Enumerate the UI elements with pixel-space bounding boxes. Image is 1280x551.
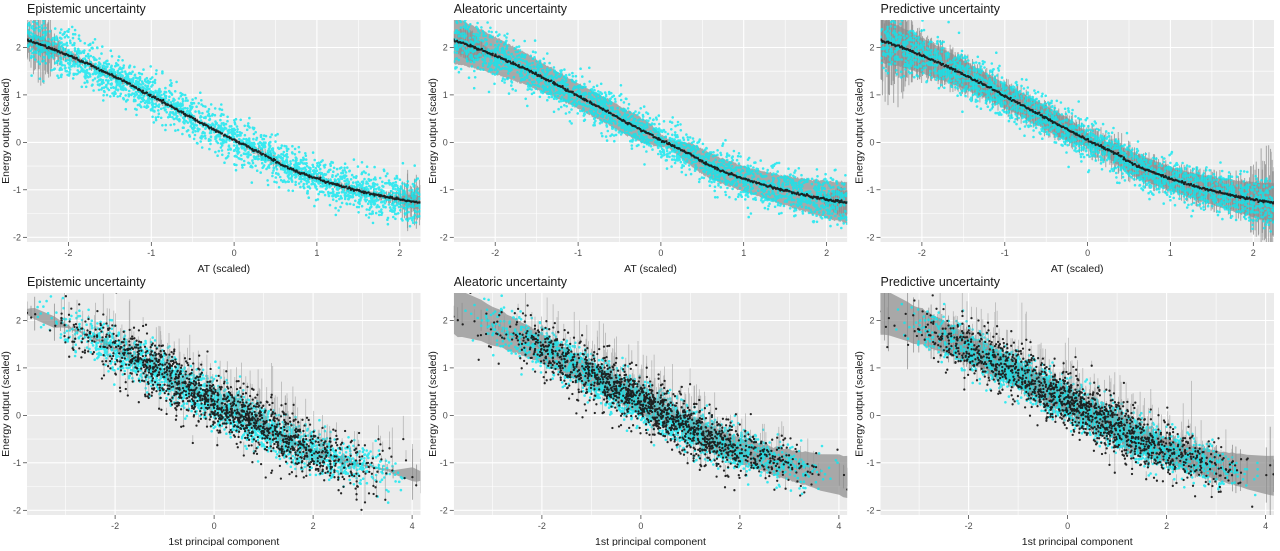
svg-text:2: 2: [1164, 521, 1169, 531]
svg-text:1: 1: [443, 90, 448, 100]
svg-text:2: 2: [443, 316, 448, 326]
svg-text:2: 2: [737, 521, 742, 531]
svg-text:1st principal component: 1st principal component: [168, 536, 279, 546]
svg-text:-2: -2: [111, 521, 119, 531]
svg-text:1st principal component: 1st principal component: [1022, 536, 1133, 546]
svg-text:2: 2: [824, 248, 829, 258]
svg-text:Epistemic uncertainty: Epistemic uncertainty: [27, 2, 147, 16]
svg-text:0: 0: [869, 410, 874, 420]
svg-text:-2: -2: [965, 521, 973, 531]
svg-text:0: 0: [16, 137, 21, 147]
svg-text:-2: -2: [440, 232, 448, 242]
svg-text:Predictive uncertainty: Predictive uncertainty: [881, 275, 1001, 289]
svg-text:-2: -2: [13, 232, 21, 242]
svg-text:1: 1: [869, 90, 874, 100]
svg-text:0: 0: [638, 521, 643, 531]
svg-text:Epistemic uncertainty: Epistemic uncertainty: [27, 275, 147, 289]
svg-text:Energy output (scaled): Energy output (scaled): [854, 351, 866, 457]
svg-text:Aleatoric uncertainty: Aleatoric uncertainty: [454, 275, 568, 289]
svg-text:4: 4: [1263, 521, 1268, 531]
svg-text:2: 2: [869, 43, 874, 53]
svg-text:0: 0: [232, 248, 237, 258]
svg-text:1st principal component: 1st principal component: [595, 536, 706, 546]
svg-text:Aleatoric uncertainty: Aleatoric uncertainty: [454, 2, 568, 16]
svg-text:2: 2: [1251, 248, 1256, 258]
svg-text:-1: -1: [1001, 248, 1009, 258]
svg-text:1: 1: [16, 363, 21, 373]
svg-text:0: 0: [658, 248, 663, 258]
svg-text:-2: -2: [866, 232, 874, 242]
svg-text:-1: -1: [440, 458, 448, 468]
svg-text:0: 0: [869, 137, 874, 147]
svg-text:-2: -2: [64, 248, 72, 258]
svg-text:-2: -2: [440, 505, 448, 515]
svg-text:-1: -1: [13, 185, 21, 195]
svg-text:4: 4: [836, 521, 841, 531]
svg-text:-1: -1: [574, 248, 582, 258]
svg-text:-2: -2: [13, 505, 21, 515]
svg-text:1: 1: [741, 248, 746, 258]
svg-text:0: 0: [212, 521, 217, 531]
svg-text:Energy output (scaled): Energy output (scaled): [0, 351, 12, 457]
svg-text:-2: -2: [491, 248, 499, 258]
svg-text:0: 0: [1085, 248, 1090, 258]
svg-text:0: 0: [443, 410, 448, 420]
svg-text:AT (scaled): AT (scaled): [197, 263, 250, 275]
svg-text:4: 4: [410, 521, 415, 531]
svg-text:Predictive uncertainty: Predictive uncertainty: [881, 2, 1001, 16]
svg-text:-2: -2: [918, 248, 926, 258]
svg-text:-1: -1: [440, 185, 448, 195]
svg-text:2: 2: [16, 316, 21, 326]
svg-text:0: 0: [1065, 521, 1070, 531]
svg-text:Energy output (scaled): Energy output (scaled): [854, 78, 866, 184]
svg-text:Energy output (scaled): Energy output (scaled): [427, 351, 439, 457]
svg-text:AT (scaled): AT (scaled): [1051, 263, 1104, 275]
svg-text:AT (scaled): AT (scaled): [624, 263, 677, 275]
svg-text:2: 2: [16, 43, 21, 53]
svg-text:2: 2: [311, 521, 316, 531]
svg-text:-1: -1: [13, 458, 21, 468]
svg-text:2: 2: [397, 248, 402, 258]
svg-text:-2: -2: [538, 521, 546, 531]
svg-text:Energy output (scaled): Energy output (scaled): [427, 78, 439, 184]
svg-text:1: 1: [16, 90, 21, 100]
svg-text:1: 1: [314, 248, 319, 258]
svg-text:1: 1: [443, 363, 448, 373]
svg-text:1: 1: [869, 363, 874, 373]
svg-text:2: 2: [443, 43, 448, 53]
svg-text:-1: -1: [866, 185, 874, 195]
svg-text:0: 0: [443, 137, 448, 147]
svg-text:1: 1: [1168, 248, 1173, 258]
svg-text:-2: -2: [866, 505, 874, 515]
svg-text:Energy output (scaled): Energy output (scaled): [0, 78, 12, 184]
svg-text:-1: -1: [866, 458, 874, 468]
svg-text:0: 0: [16, 410, 21, 420]
svg-text:-1: -1: [147, 248, 155, 258]
svg-text:2: 2: [869, 316, 874, 326]
